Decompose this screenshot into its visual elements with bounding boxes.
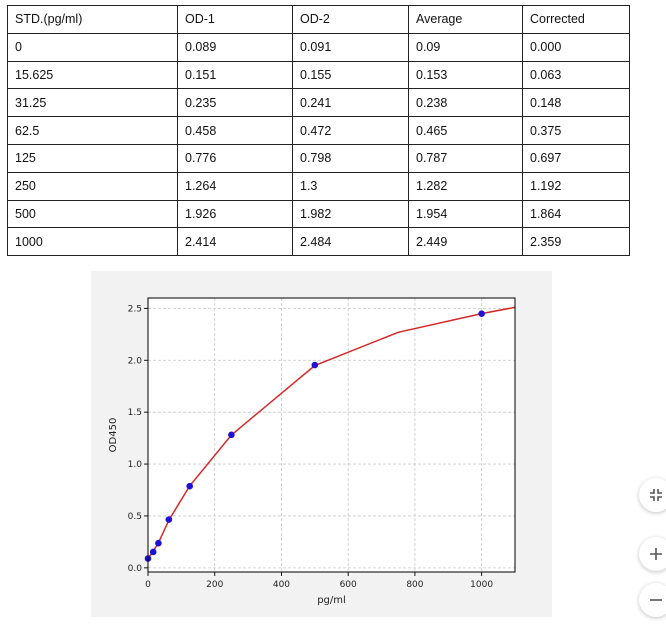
table-cell: 0.000 [522, 32, 630, 62]
x-tick-label: 400 [273, 580, 290, 590]
minus-icon [650, 599, 662, 601]
table-cell: 31.25 [7, 88, 178, 118]
chart-svg: 0 200 400 600 800 1000 0.0 0.5 1.0 1.5 2.0 2.5 pg/ml… [108, 297, 516, 606]
table-cell: 1.954 [408, 199, 523, 229]
table-row: 250 1.264 1.3 1.282 1.192 [7, 171, 630, 201]
table-cell: 1.3 [292, 171, 409, 201]
table-cell: 1.926 [177, 199, 293, 229]
table-cell: 125 [7, 143, 178, 173]
table-header-cell: Corrected [522, 5, 630, 34]
table-header-cell: STD.(pg/ml) [7, 5, 178, 34]
table-cell: 2.484 [292, 227, 409, 257]
table-cell: 1.282 [408, 171, 523, 201]
collapse-icon [650, 489, 662, 501]
table-cell: 1.864 [522, 199, 630, 229]
data-point [228, 431, 235, 439]
table-cell: 1.192 [522, 171, 630, 201]
data-point [155, 539, 162, 547]
table-cell: 1.264 [177, 171, 293, 201]
table-cell: 0.148 [522, 88, 630, 118]
fit-screen-button[interactable] [639, 478, 666, 512]
table-row: 62.5 0.458 0.472 0.465 0.375 [7, 116, 630, 145]
table-row: 0 0.089 0.091 0.09 0.000 [7, 32, 630, 62]
plot-frame [147, 297, 516, 573]
table-cell: 1.982 [292, 199, 409, 229]
plot-area [148, 298, 515, 572]
table-cell: 0.09 [408, 32, 523, 62]
x-tick-label: 0 [145, 580, 151, 590]
y-axis-label: OD450 [108, 418, 119, 453]
table-cell: 2.449 [408, 227, 523, 257]
y-tick-label: 0.0 [128, 564, 143, 574]
table-row: 500 1.926 1.982 1.954 1.864 [7, 199, 630, 229]
table-cell: 0.151 [177, 60, 293, 90]
table-cell: 0.465 [408, 116, 523, 145]
plus-icon [650, 548, 662, 560]
table-cell: 0.472 [292, 116, 409, 145]
table-cell: 2.359 [522, 227, 630, 257]
x-axis-label: pg/ml [317, 595, 346, 606]
table-header-cell: OD-1 [177, 5, 293, 34]
table-cell: 15.625 [7, 60, 178, 90]
table-cell: 0.063 [522, 60, 630, 90]
y-tick-label: 1.0 [128, 460, 143, 470]
table-header-cell: Average [408, 5, 523, 34]
table-row: 31.25 0.235 0.241 0.238 0.148 [7, 88, 630, 118]
table-cell: 62.5 [7, 116, 178, 145]
table-cell: 0.787 [408, 143, 523, 173]
table-cell: 0.798 [292, 143, 409, 173]
x-tick-label: 800 [406, 580, 423, 590]
table-cell: 0.375 [522, 116, 630, 145]
table-cell: 0.155 [292, 60, 409, 90]
table-header-cell: OD-2 [292, 5, 409, 34]
data-point [478, 310, 485, 317]
x-tick-label: 600 [340, 580, 357, 590]
standard-curve-chart: 0 200 400 600 800 1000 0.0 0.5 1.0 1.5 2.0 2.5 pg/ml… [91, 271, 552, 617]
table-cell: 0.238 [408, 88, 523, 118]
table-cell: 0.153 [408, 60, 523, 90]
y-tick-label: 0.5 [128, 512, 142, 522]
y-tick-label: 1.5 [128, 408, 142, 418]
table-cell: 0.697 [522, 143, 630, 173]
table-cell: 2.414 [177, 227, 293, 257]
table-cell: 0.458 [177, 116, 293, 145]
table-row: 125 0.776 0.798 0.787 0.697 [7, 143, 630, 173]
y-tick-label: 2.0 [128, 356, 143, 366]
table-cell: 0 [7, 32, 178, 62]
table-cell: 0.241 [292, 88, 409, 118]
x-tick-label: 200 [206, 580, 223, 590]
data-point [186, 482, 194, 490]
data-point [311, 361, 319, 369]
table-cell: 500 [7, 199, 178, 229]
fit-curve [147, 306, 516, 559]
table-row: 1000 2.414 2.484 2.449 2.359 [7, 227, 630, 257]
table-cell: 0.089 [177, 32, 293, 62]
zoom-in-button[interactable] [639, 537, 666, 571]
table-cell: 0.235 [177, 88, 293, 118]
data-point [165, 516, 173, 523]
standard-curve-table: STD.(pg/ml) OD-1 OD-2 Average Corrected 0 0.08… [7, 5, 630, 257]
table-cell: 0.091 [292, 32, 409, 62]
x-tick-label: 1000 [470, 580, 493, 590]
table-cell: 0.776 [177, 143, 293, 173]
data-point [149, 548, 157, 556]
table-header-row: STD.(pg/ml) OD-1 OD-2 Average Corrected [7, 5, 630, 34]
table-row: 15.625 0.151 0.155 0.153 0.063 [7, 60, 630, 90]
table-cell: 1000 [7, 227, 178, 257]
y-tick-label: 2.5 [128, 304, 142, 314]
zoom-out-button[interactable] [639, 583, 666, 617]
table-cell: 250 [7, 171, 178, 201]
